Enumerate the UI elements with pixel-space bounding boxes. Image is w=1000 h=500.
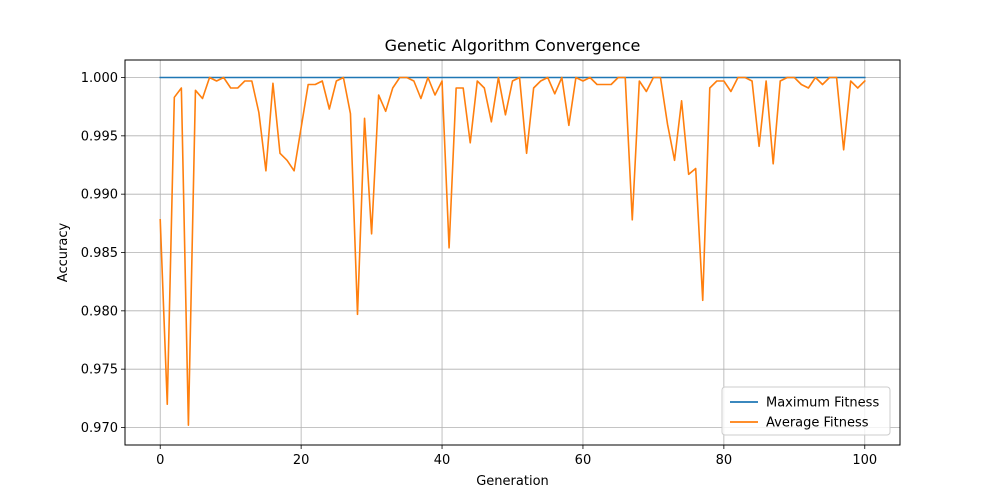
- y-tick-label: 1.000: [81, 71, 118, 86]
- y-tick-label: 0.985: [81, 246, 118, 261]
- y-axis-label: Accuracy: [56, 223, 71, 283]
- x-tick-label: 60: [575, 453, 592, 468]
- legend: Maximum Fitness Average Fitness: [721, 386, 891, 436]
- legend-label: Average Fitness: [766, 416, 869, 431]
- x-tick-label: 40: [434, 453, 451, 468]
- x-axis-label: Generation: [476, 474, 549, 489]
- series-lines: [159, 76, 866, 426]
- x-tick-label: 80: [716, 453, 733, 468]
- x-tick-label: 20: [293, 453, 310, 468]
- series-line-average-fitness: [159, 76, 866, 426]
- chart-title: Genetic Algorithm Convergence: [385, 36, 641, 55]
- y-tick-label: 0.980: [81, 304, 118, 319]
- y-tick-label: 0.995: [81, 129, 118, 144]
- x-tick-label: 0: [156, 453, 164, 468]
- y-tick-label: 0.970: [81, 421, 118, 436]
- x-tick-label: 100: [852, 453, 877, 468]
- axis-ticks: 0 20 40 60 80 100 0.970 0.975 0.980 0.985 0.990 0.9…: [81, 71, 877, 468]
- legend-label: Maximum Fitness: [766, 396, 879, 411]
- y-tick-label: 0.990: [81, 188, 118, 203]
- legend-box: [721, 386, 891, 436]
- y-tick-label: 0.975: [81, 363, 118, 378]
